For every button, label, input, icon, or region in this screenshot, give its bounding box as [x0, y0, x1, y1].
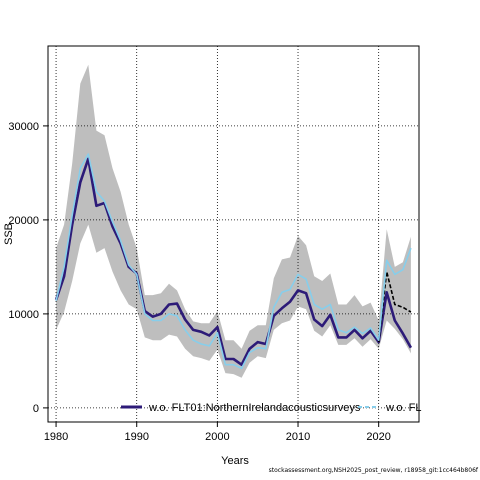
series-line-0: [54, 157, 413, 366]
band-layer: [56, 64, 411, 378]
axes-layer: 1980 1990 2000 2010 2020 0 10000 20000 30000: [8, 45, 420, 443]
series-line-1: [55, 153, 412, 370]
x-axis-title: Years: [221, 455, 249, 467]
series-line-2: [377, 271, 412, 343]
y-axis-title: SSB: [3, 223, 15, 245]
legend: w.o. FLT01:NorthernIrelandacousticsurvey…: [121, 402, 421, 414]
y-tick-label: 30000: [8, 121, 39, 133]
x-tick-label: 1990: [124, 431, 148, 443]
y-tick-label: 0: [33, 403, 39, 415]
x-tick-label: 2000: [205, 431, 229, 443]
confidence-band: [56, 64, 411, 378]
y-tick-label: 10000: [8, 309, 39, 321]
x-tick-label: 2010: [286, 431, 310, 443]
legend-label-1: w.o. FLT01:NorthernIrelandacousticsurvey…: [148, 402, 361, 414]
line-layer: [54, 153, 413, 370]
y-tick-label: 20000: [8, 215, 39, 227]
x-tick-label: 1980: [44, 431, 68, 443]
grid-layer: [48, 46, 419, 422]
source-footer: stockassessment.org,NSH2025_post_review,…: [268, 467, 478, 474]
x-tick-label: 2020: [366, 431, 390, 443]
plot-frame: [47, 45, 420, 423]
legend-label-2: w.o. FL: [385, 402, 421, 414]
